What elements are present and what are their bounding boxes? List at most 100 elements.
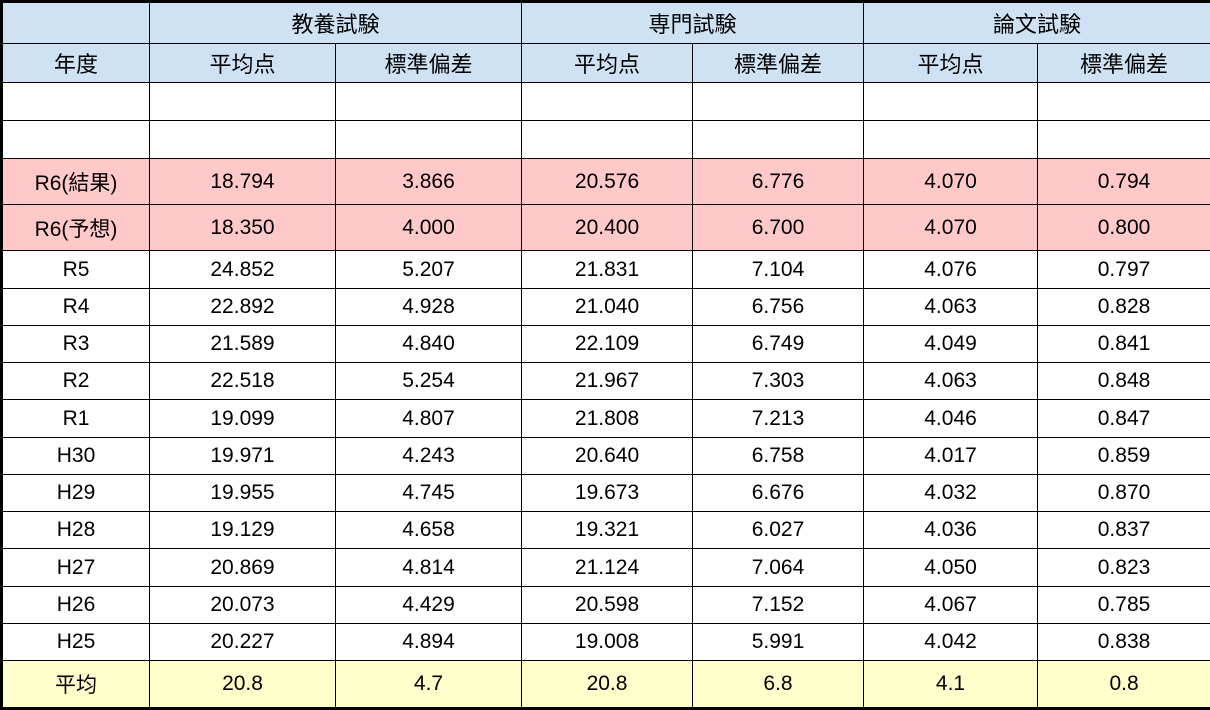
value-cell: 7.213 [692,399,865,438]
empty-cell [863,120,1039,159]
value-cell: 4.807 [334,399,523,438]
empty-cell [1037,120,1210,159]
year-cell: R4 [1,287,150,326]
value-cell: 5.207 [334,250,523,289]
value-cell: 20.869 [149,548,336,587]
year-cell: R5 [1,250,150,289]
value-cell: 19.955 [149,473,336,513]
year-cell: H29 [1,473,150,513]
group-header-row: 教養試験 専門試験 論文試験 [1,1,1210,44]
value-cell: 4.7 [334,660,523,709]
value-cell: 4.814 [334,548,523,587]
sub-header-cell-sd: 標準偏差 [692,43,865,83]
sub-header-cell-sd: 標準偏差 [1037,43,1210,83]
empty-cell [521,82,694,121]
empty-cell [692,82,865,121]
table-header: 教養試験 専門試験 論文試験 年度 平均点 標準偏差 平均点 標準偏差 平均点 … [1,1,1210,83]
value-cell: 22.109 [521,324,694,364]
table-row: R3 21.589 4.840 22.109 6.749 4.049 0.841 [1,324,1210,364]
value-cell: 6.758 [692,436,865,475]
value-cell: 19.099 [149,399,336,438]
value-cell: 4.063 [863,362,1039,401]
sub-header-cell-sd: 標準偏差 [334,43,523,83]
empty-cell [1,120,150,159]
value-cell: 19.008 [521,622,694,662]
table-row: H27 20.869 4.814 21.124 7.064 4.050 0.823 [1,548,1210,587]
table-row: H29 19.955 4.745 19.673 6.676 4.032 0.870 [1,473,1210,513]
value-cell: 0.8 [1037,660,1210,709]
value-cell: 0.794 [1037,157,1210,206]
sub-header-cell-year: 年度 [1,43,150,83]
value-cell: 0.859 [1037,436,1210,475]
value-cell: 6.8 [692,660,865,709]
empty-cell [521,120,694,159]
table-row: H26 20.073 4.429 20.598 7.152 4.067 0.785 [1,585,1210,624]
year-cell: H28 [1,511,150,550]
value-cell: 4.429 [334,585,523,624]
value-cell: 5.991 [692,622,865,662]
value-cell: 4.063 [863,287,1039,326]
group-header-cell-ronbun: 論文試験 [863,1,1210,44]
year-cell: H27 [1,548,150,587]
value-cell: 6.749 [692,324,865,364]
empty-cell [149,120,336,159]
value-cell: 22.892 [149,287,336,326]
value-cell: 22.518 [149,362,336,401]
value-cell: 21.040 [521,287,694,326]
sub-header-cell-mean: 平均点 [863,43,1039,83]
value-cell: 20.576 [521,157,694,206]
value-cell: 4.928 [334,287,523,326]
value-cell: 0.800 [1037,204,1210,252]
value-cell: 4.070 [863,204,1039,252]
year-cell: H26 [1,585,150,624]
value-cell: 4.840 [334,324,523,364]
year-cell: R6(予想) [1,204,150,252]
value-cell: 4.017 [863,436,1039,475]
table-row: R6(予想) 18.350 4.000 20.400 6.700 4.070 0.800 [1,204,1210,252]
value-cell: 4.046 [863,399,1039,438]
value-cell: 3.866 [334,157,523,206]
empty-cell [692,120,865,159]
value-cell: 4.894 [334,622,523,662]
value-cell: 19.971 [149,436,336,475]
year-cell: R6(結果) [1,157,150,206]
value-cell: 7.303 [692,362,865,401]
group-header-cell-kyoyo: 教養試験 [148,1,523,44]
table-body: R6(結果) 18.794 3.866 20.576 6.776 4.070 0.794 R6… [1,82,1210,709]
value-cell: 5.254 [334,362,523,401]
table-row: R4 22.892 4.928 21.040 6.756 4.063 0.828 [1,287,1210,326]
value-cell: 0.823 [1037,548,1210,587]
value-cell: 0.797 [1037,250,1210,289]
value-cell: 0.838 [1037,622,1210,662]
value-cell: 19.673 [521,473,694,513]
value-cell: 19.129 [149,511,336,550]
year-cell: H30 [1,436,150,475]
value-cell: 4.032 [863,473,1039,513]
value-cell: 20.227 [149,622,336,662]
value-cell: 19.321 [521,511,694,550]
value-cell: 4.049 [863,324,1039,364]
table-row: H25 20.227 4.894 19.008 5.991 4.042 0.838 [1,622,1210,662]
value-cell: 6.027 [692,511,865,550]
value-cell: 7.152 [692,585,865,624]
empty-cell [149,82,336,121]
value-cell: 6.676 [692,473,865,513]
value-cell: 21.589 [149,324,336,364]
value-cell: 20.8 [521,660,694,709]
value-cell: 20.400 [521,204,694,252]
value-cell: 6.756 [692,287,865,326]
value-cell: 20.8 [149,660,336,709]
year-cell: 平均 [1,660,150,709]
group-header-cell-senmon: 専門試験 [521,1,865,44]
year-cell: R3 [1,324,150,364]
value-cell: 0.848 [1037,362,1210,401]
value-cell: 4.000 [334,204,523,252]
value-cell: 24.852 [149,250,336,289]
value-cell: 0.837 [1037,511,1210,550]
value-cell: 4.050 [863,548,1039,587]
value-cell: 4.658 [334,511,523,550]
table-row: R1 19.099 4.807 21.808 7.213 4.046 0.847 [1,399,1210,438]
sub-header-cell-mean: 平均点 [149,43,336,83]
